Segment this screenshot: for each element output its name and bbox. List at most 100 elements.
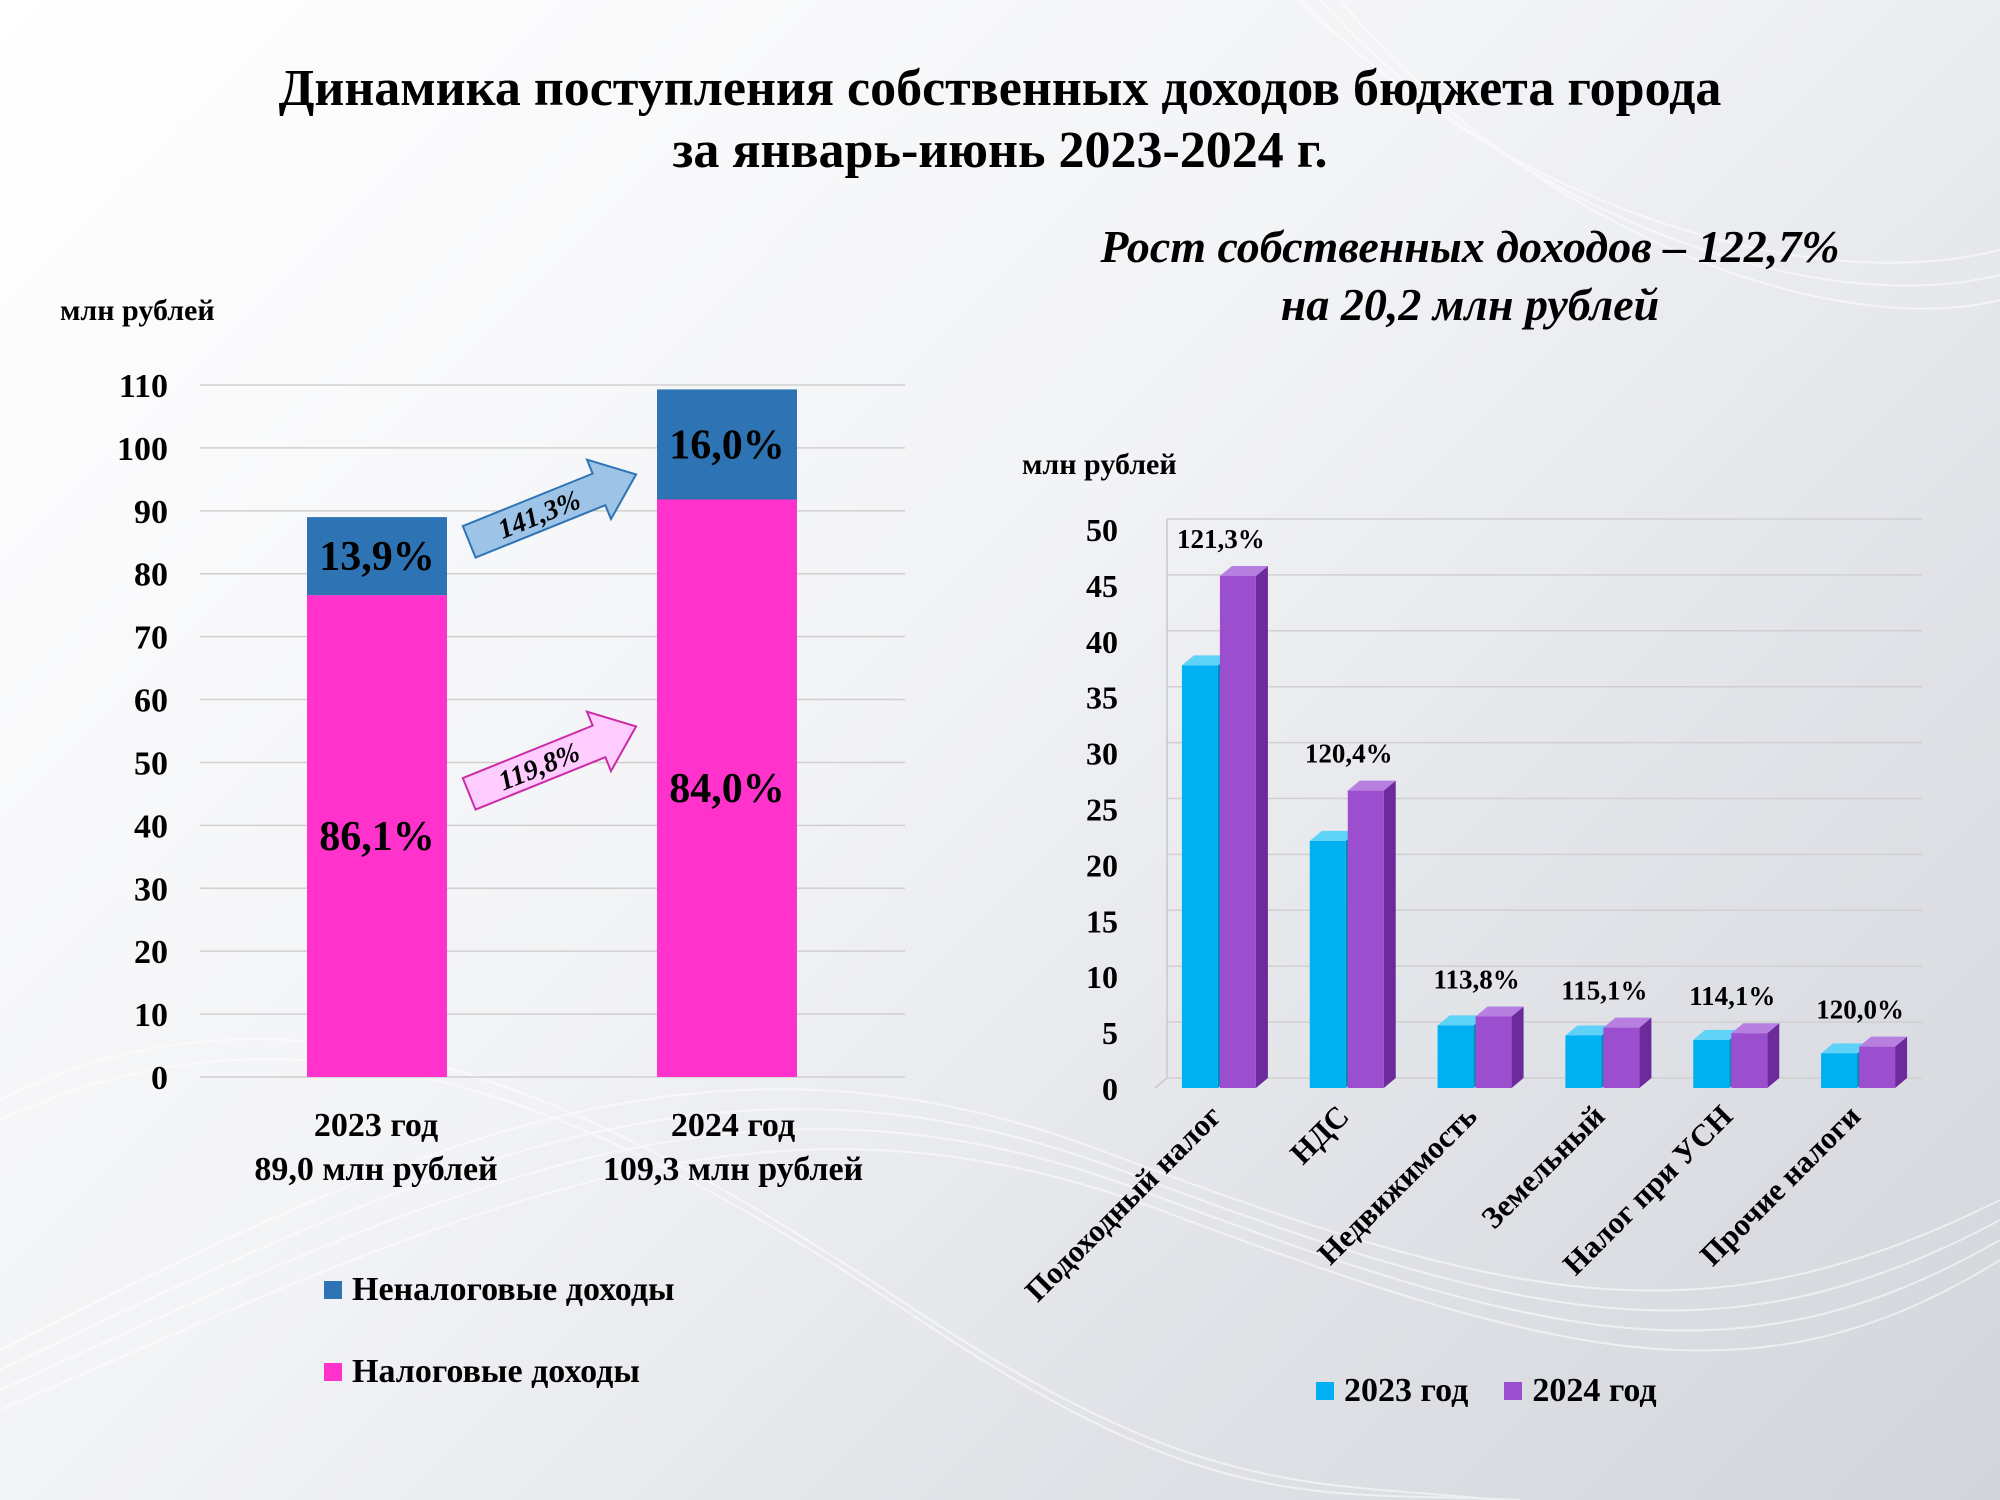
data-label-tax: 86,1% (319, 814, 435, 860)
bar-front (1565, 1035, 1602, 1088)
growth-summary-line-2: на 20,2 млн рублей (1280, 279, 1660, 330)
x-tick-label: НДС (1283, 1098, 1356, 1171)
y-tick-label: 20 (1086, 847, 1118, 883)
bar-2024 (1731, 1023, 1780, 1088)
bar-top (1565, 1025, 1614, 1036)
bar-top (1309, 830, 1358, 841)
right-legend: 2023 год 2024 год (1316, 1372, 1657, 1410)
bar-tax (657, 499, 797, 1078)
x-tick-label: Подоходный налог (1018, 1098, 1228, 1308)
y-tick-label: 30 (1086, 736, 1118, 772)
bar-top (1219, 565, 1268, 576)
y-tick-label: 70 (134, 620, 168, 657)
bar-nontax (307, 517, 447, 596)
bar-top (1821, 1043, 1870, 1054)
y-tick-label: 90 (134, 494, 168, 531)
x-caption-2023-total: 89,0 млн рублей (254, 1151, 498, 1188)
y-tick-label: 5 (1102, 1015, 1118, 1051)
arrow-shape (461, 458, 638, 559)
bar-front (1859, 1046, 1896, 1088)
y-tick-label: 0 (1102, 1071, 1118, 1107)
x-tick-label: Земельный (1474, 1098, 1611, 1235)
legend-item-2023: 2023 год (1316, 1372, 1468, 1410)
legend-label-2024: 2024 год (1532, 1372, 1657, 1409)
bar-front (1821, 1053, 1858, 1088)
bar-nontax (657, 389, 797, 500)
legend-item-nontax: Неналоговые доходы (324, 1268, 675, 1312)
y-tick-label: 50 (134, 745, 168, 782)
growth-summary-line-1: Рост собственных доходов – 122,7% (1100, 221, 1840, 272)
bar-top (1859, 1036, 1908, 1047)
y-tick-label: 40 (134, 808, 168, 845)
legend-item-2024: 2024 год (1504, 1372, 1657, 1410)
page-title: Динамика поступления собственных доходов… (0, 58, 2000, 182)
bar-tax (307, 595, 447, 1077)
left-legend: Неналоговые доходы Налоговые доходы (324, 1268, 675, 1394)
y-tick-label: 25 (1086, 792, 1118, 828)
bar-side (1383, 780, 1396, 1088)
y-tick-label: 30 (134, 871, 168, 908)
x-caption-2024-total: 109,3 млн рублей (602, 1151, 864, 1188)
y-tick-label: 80 (134, 557, 168, 594)
right-y-unit: млн рублей (1022, 448, 1177, 481)
bar-front (1731, 1033, 1768, 1088)
bar-2024 (1347, 780, 1396, 1088)
y-tick-label: 10 (134, 997, 168, 1034)
x-caption-2024-year: 2024 год (670, 1107, 796, 1144)
legend-swatch-2024 (1504, 1382, 1523, 1400)
title-line-1: Динамика поступления собственных доходов… (278, 60, 1722, 117)
legend-item-tax: Налоговые доходы (324, 1350, 675, 1394)
bar-side (1639, 1017, 1652, 1088)
y-tick-label: 40 (1086, 624, 1118, 660)
data-label-tax: 84,0% (669, 766, 785, 812)
left-y-unit: млн рублей (60, 294, 215, 327)
bar-top (1603, 1017, 1652, 1028)
legend-label-nontax: Неналоговые доходы (352, 1271, 675, 1308)
legend-swatch-2023 (1316, 1382, 1334, 1400)
legend-swatch-tax (324, 1363, 342, 1381)
x-caption-2023-year: 2023 год (313, 1107, 439, 1144)
bar-top (1731, 1023, 1780, 1034)
bar-front (1437, 1025, 1474, 1088)
growth-summary: Рост собственных доходов – 122,7% на 20,… (1000, 218, 1940, 334)
bar-side (1767, 1023, 1780, 1088)
growth-label: 114,1% (1689, 981, 1775, 1011)
bar-top (1437, 1015, 1486, 1026)
data-label-nontax: 16,0% (669, 422, 785, 468)
bar-side (1255, 565, 1268, 1088)
arrow-shape (461, 710, 638, 811)
legend-label-2023: 2023 год (1344, 1372, 1469, 1409)
floor-edge (1154, 1077, 1168, 1089)
x-caption-2024: 2024 год 109,3 млн рублей (573, 1104, 893, 1192)
bar-side (1511, 1006, 1524, 1088)
y-tick-label: 0 (151, 1060, 168, 1097)
legend-label-tax: Налоговые доходы (352, 1353, 640, 1390)
bar-front (1309, 840, 1346, 1088)
bar-front (1347, 790, 1384, 1088)
data-label-nontax: 13,9% (319, 534, 435, 580)
growth-label: 113,8% (1433, 964, 1519, 994)
growth-label: 121,3% (1177, 524, 1265, 554)
bar-2024 (1603, 1017, 1652, 1088)
bar-2024 (1219, 565, 1268, 1088)
bar-2024 (1475, 1006, 1524, 1088)
growth-label: 120,0% (1816, 995, 1904, 1025)
bar-top (1693, 1029, 1742, 1040)
y-tick-label: 50 (1086, 512, 1118, 548)
legend-swatch-nontax (324, 1281, 342, 1299)
y-tick-label: 35 (1086, 680, 1118, 716)
bar-front (1181, 665, 1218, 1088)
bar-front (1603, 1027, 1640, 1088)
y-tick-label: 60 (134, 683, 168, 720)
y-tick-label: 110 (119, 368, 168, 405)
y-tick-label: 100 (117, 431, 168, 468)
bar-front (1475, 1016, 1512, 1088)
bar-side (1895, 1036, 1908, 1088)
bar-top (1181, 655, 1230, 666)
bar-top (1347, 780, 1396, 791)
bar-front (1693, 1039, 1730, 1088)
y-tick-label: 10 (1086, 959, 1118, 995)
y-tick-label: 45 (1086, 568, 1118, 604)
